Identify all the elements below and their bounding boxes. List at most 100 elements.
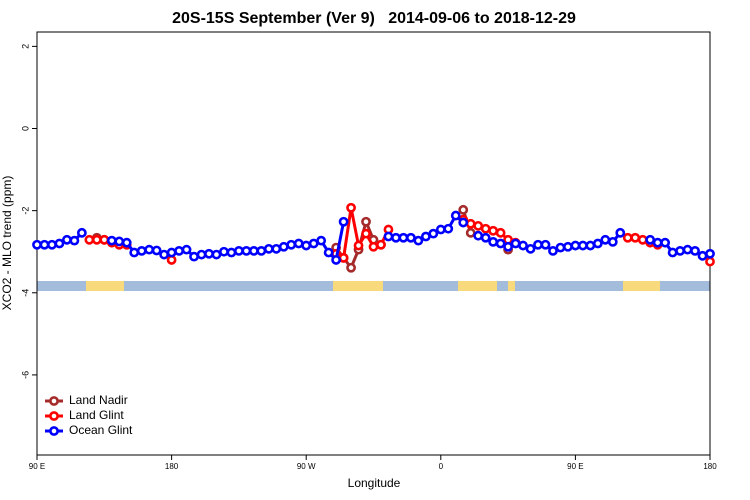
data-point <box>675 245 685 256</box>
y-tick-label: -2 <box>20 207 30 215</box>
y-tick-label: 2 <box>20 44 30 49</box>
data-point <box>391 232 401 243</box>
x-tick-label: 90 W <box>297 462 316 471</box>
data-point <box>458 217 469 228</box>
legend-label: Land Glint <box>69 408 124 422</box>
land-strip <box>458 281 497 291</box>
series <box>93 206 511 271</box>
data-point <box>114 236 125 247</box>
data-point <box>555 242 566 253</box>
series-line <box>97 210 508 268</box>
data-point <box>211 249 222 260</box>
data-point <box>331 255 342 265</box>
data-point <box>488 225 499 236</box>
data-point <box>480 232 491 243</box>
data-point <box>607 236 618 247</box>
data-point <box>189 251 199 262</box>
data-point <box>248 245 259 256</box>
data-point <box>39 239 50 250</box>
data-point <box>465 227 476 238</box>
data-point <box>495 238 506 249</box>
data-point <box>540 239 551 250</box>
data-point <box>278 241 289 252</box>
land-strip <box>508 281 515 291</box>
chart-title: 20S-15S September (Ver 9) 2014-09-06 to … <box>172 10 576 27</box>
data-point <box>443 223 454 234</box>
data-point <box>129 247 140 258</box>
data-point <box>166 247 177 258</box>
data-point <box>585 240 596 251</box>
data-point <box>548 245 558 256</box>
data-point <box>263 243 274 254</box>
data-point <box>47 239 57 250</box>
data-point <box>630 232 641 243</box>
data-point <box>32 239 42 250</box>
data-point <box>473 230 484 241</box>
data-point <box>450 210 461 221</box>
data-point <box>518 240 528 251</box>
y-axis-label: XCO2 - MLO trend (ppm) <box>0 176 14 311</box>
data-point <box>181 244 192 255</box>
data-point <box>682 244 693 255</box>
data-point <box>705 248 715 259</box>
data-point <box>615 227 626 238</box>
data-point <box>652 237 663 248</box>
data-point <box>241 245 252 256</box>
data-point <box>488 236 499 247</box>
x-tick-label: 90 E <box>567 462 583 471</box>
legend-label: Ocean Glint <box>69 423 133 437</box>
data-point <box>121 237 132 248</box>
data-point <box>54 238 65 249</box>
data-point <box>435 224 446 235</box>
data-point <box>308 238 319 249</box>
legend-swatch-marker <box>49 396 59 406</box>
data-point <box>84 234 95 245</box>
land-strip <box>86 281 124 291</box>
data-point <box>405 232 416 243</box>
data-point <box>233 245 244 256</box>
data-point <box>151 245 162 256</box>
data-point <box>226 247 237 258</box>
data-point <box>361 216 371 227</box>
y-tick-label: -4 <box>20 289 30 297</box>
data-point <box>592 238 603 249</box>
data-point <box>570 240 581 251</box>
data-point <box>458 204 469 215</box>
data-point <box>473 220 484 231</box>
data-point <box>637 234 648 245</box>
data-point <box>316 235 327 246</box>
x-tick-label: 0 <box>439 462 444 471</box>
data-point <box>428 228 439 239</box>
data-point <box>600 234 611 245</box>
data-point <box>465 218 476 229</box>
data-point <box>174 245 184 256</box>
data-point <box>510 238 521 249</box>
data-point <box>271 243 282 254</box>
data-point <box>338 216 349 227</box>
data-point <box>697 250 708 261</box>
legend-swatch-marker <box>49 426 59 436</box>
data-point <box>136 245 147 256</box>
data-point <box>361 228 371 239</box>
legend-swatch-marker <box>49 411 59 421</box>
data-point <box>705 256 715 267</box>
data-point <box>293 238 304 249</box>
data-point <box>495 227 506 238</box>
data-point <box>480 223 491 234</box>
data-point <box>660 237 671 248</box>
data-point <box>690 245 700 256</box>
data-point <box>533 239 543 250</box>
data-point <box>503 241 513 252</box>
legend-label: Land Nadir <box>69 393 128 407</box>
data-point <box>667 247 678 258</box>
data-point <box>525 243 536 254</box>
data-point <box>286 239 297 250</box>
surface-strip <box>37 281 710 291</box>
data-point <box>62 234 72 245</box>
x-axis-label: Longitude <box>348 476 401 490</box>
data-point <box>301 240 312 251</box>
data-point <box>144 244 155 255</box>
data-point <box>383 231 394 242</box>
